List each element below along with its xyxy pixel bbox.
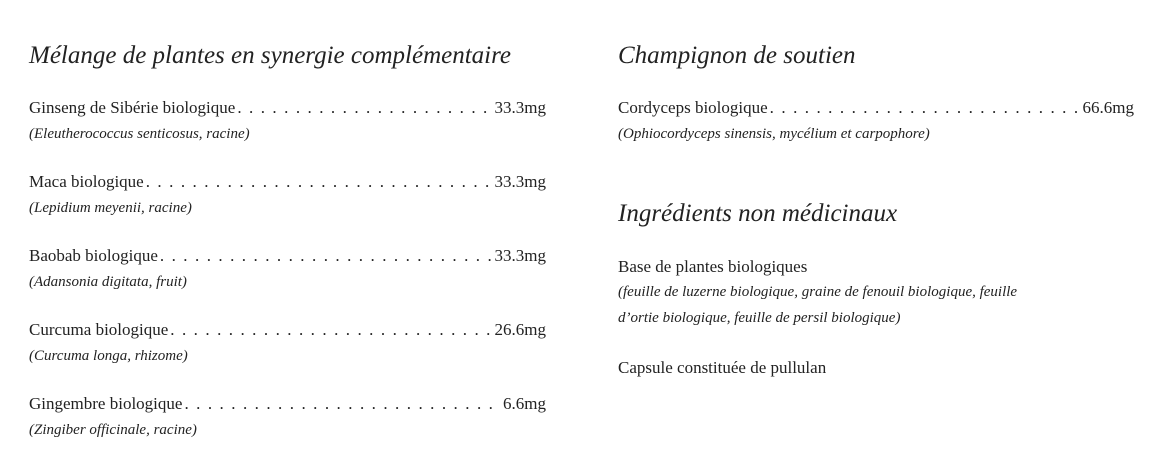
dot-leader [146, 172, 493, 192]
dot-leader [160, 246, 493, 266]
base-detail-line-2: d’ortie biologique, feuille de persil bi… [618, 310, 901, 326]
dot-leader [770, 98, 1081, 118]
ingredient-name: Ginseng de Sibérie biologique [29, 98, 236, 117]
ingredient-row: Cordyceps biologique 66.6mg [618, 98, 1134, 118]
ingredient-row: Maca biologique 33.3mg [29, 172, 546, 192]
ingredient-name: Curcuma biologique [29, 320, 169, 339]
ingredient-row: Gingembre biologique 6.6mg [29, 394, 546, 414]
ingredient-name: Baobab biologique [29, 246, 158, 265]
dot-leader [184, 394, 501, 414]
ingredient-amount: 66.6mg [1082, 98, 1134, 117]
ingredient-detail: (Eleutherococcus senticosus, racine) [29, 126, 250, 142]
ingredient-amount: 33.3mg [494, 172, 546, 191]
ingredient-detail: (Lepidium meyenii, racine) [29, 200, 192, 216]
ingredient-amount: 6.6mg [503, 394, 546, 413]
ingredient-detail: (Curcuma longa, rhizome) [29, 348, 188, 364]
ingredient-amount: 33.3mg [494, 246, 546, 265]
ingredient-name: Maca biologique [29, 172, 144, 191]
ingredient-row: Curcuma biologique 26.6mg [29, 320, 546, 340]
ingredient-name: Cordyceps biologique [618, 98, 768, 117]
dot-leader [237, 98, 492, 118]
ingredient-row: Baobab biologique 33.3mg [29, 246, 546, 266]
ingredient-detail: (Ophiocordyceps sinensis, mycélium et ca… [618, 126, 930, 142]
base-detail-line-1: (feuille de luzerne biologique, graine d… [618, 284, 1018, 300]
ingredient-detail: (Adansonia digitata, fruit) [29, 274, 187, 290]
section-heading: Mélange de plantes en synergie complémen… [29, 42, 512, 69]
ingredient-amount: 33.3mg [494, 98, 546, 117]
ingredient-name: Gingembre biologique [29, 394, 183, 413]
non-medicinal-heading: Ingrédients non médicinaux [618, 200, 898, 227]
section-heading: Champignon de soutien [618, 42, 856, 69]
ingredient-amount: 26.6mg [494, 320, 546, 339]
ingredient-detail: (Zingiber officinale, racine) [29, 422, 197, 438]
dot-leader [170, 320, 492, 340]
base-ingredient: Base de plantes biologiques [618, 257, 808, 276]
capsule-ingredient: Capsule constituée de pullulan [618, 358, 827, 377]
ingredient-row: Ginseng de Sibérie biologique 33.3mg [29, 98, 546, 118]
